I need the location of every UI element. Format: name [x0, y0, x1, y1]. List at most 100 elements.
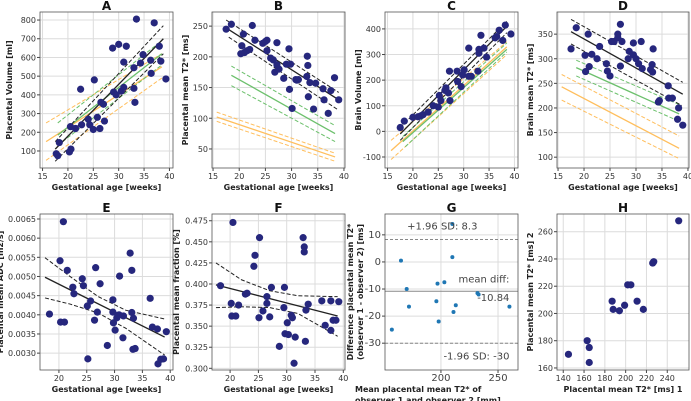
fit-ci-line — [215, 306, 338, 337]
data-point — [60, 318, 69, 326]
y-tick-label: 400 — [21, 91, 36, 100]
data-point — [327, 87, 335, 95]
data-point — [255, 314, 263, 322]
data-point — [288, 314, 296, 322]
data-point — [673, 115, 682, 123]
x-tick-label: 35 — [139, 172, 149, 181]
y-tick-label: 300 — [366, 51, 381, 60]
panel-e: 20 25 30 35 40 0.0030 0.0035 0.0040 0.0045 0.0050… — [0, 201, 175, 394]
data-point — [69, 283, 77, 291]
data-point — [398, 258, 403, 263]
panel-g: 200 250 -30 -20 -10 0 10 +1.96 SD: 8.3 mean diff… — [346, 201, 519, 401]
y-tick-label: 100 — [21, 147, 36, 156]
y-tick-label: -20 — [365, 311, 381, 322]
data-point — [675, 217, 683, 225]
y-tick-label: 700 — [21, 35, 36, 44]
data-point — [302, 306, 310, 314]
panel-title: B — [274, 0, 283, 13]
data-point — [90, 316, 99, 324]
data-point — [78, 275, 86, 283]
y-tick-label: 160 — [538, 364, 553, 373]
data-point — [602, 60, 610, 68]
x-tick-label: 220 — [639, 374, 654, 383]
x-axis-label: Gestational age [weeks] — [224, 385, 334, 394]
fit-line — [570, 31, 684, 95]
fit-ci-line — [399, 32, 508, 141]
data-point — [460, 66, 468, 74]
data-point — [608, 297, 616, 305]
data-point — [435, 281, 440, 286]
y-tick-label: 0.0045 — [8, 292, 36, 301]
data-point — [150, 19, 158, 27]
data-point — [499, 36, 507, 45]
axes-frame — [211, 213, 346, 371]
data-point — [280, 74, 288, 82]
data-point — [87, 297, 95, 305]
y-tick-label: 220 — [538, 282, 553, 291]
x-tick-label: 35 — [137, 374, 147, 383]
orange-reference-ci-line — [216, 120, 336, 162]
data-point — [442, 280, 447, 285]
panel-d: 15 20 25 30 35 40 100 150 200 250 300 350 D Gestation… — [526, 0, 691, 192]
y-tick-label: 100 — [193, 114, 208, 123]
y-tick-label: 200 — [366, 76, 381, 85]
panel-c: 15 20 25 30 35 40 -100 0 100 200 300 400 C Gestationa… — [354, 0, 520, 192]
y-tick-label: 0 — [375, 257, 381, 268]
data-point — [585, 358, 593, 367]
x-tick-label: 40 — [338, 374, 348, 383]
data-point — [285, 45, 293, 53]
data-point — [77, 85, 85, 93]
y-tick-label: 200 — [538, 104, 553, 113]
data-point — [56, 257, 64, 265]
data-point — [251, 36, 259, 44]
x-tick-label: 250 — [488, 373, 507, 384]
data-point — [239, 30, 248, 38]
data-point — [477, 31, 485, 39]
data-point — [139, 51, 147, 59]
y-tick-label: 350 — [538, 30, 553, 39]
data-point — [90, 76, 98, 84]
y-axis-label: (observer 1 - observer 2) [ms] — [356, 224, 365, 360]
data-point — [301, 337, 309, 345]
orange-reference-ci-line — [216, 111, 336, 154]
data-point — [303, 72, 311, 81]
y-tick-label: 800 — [21, 16, 36, 25]
data-point — [616, 62, 625, 70]
y-tick-label: 250 — [193, 22, 208, 31]
data-point — [115, 40, 123, 48]
orange-reference-line — [561, 86, 680, 149]
x-tick-label: 40 — [339, 172, 349, 181]
data-point — [615, 307, 624, 315]
data-point — [136, 59, 145, 67]
data-point — [434, 103, 442, 111]
y-tick-label: 0.475 — [185, 217, 208, 226]
y-tick-label: -30 — [365, 338, 381, 349]
data-point — [146, 294, 154, 302]
data-point — [312, 79, 320, 87]
panel-b: 15 20 25 30 35 40 50 100 150 200 250 B Gestational a… — [181, 0, 349, 192]
data-point — [437, 97, 445, 105]
x-axis-label: observer 1 and observer 2 [mm] — [355, 396, 501, 401]
data-point — [320, 96, 328, 104]
axes-frame — [211, 11, 346, 169]
data-point — [159, 355, 168, 363]
data-point — [120, 58, 128, 66]
data-point — [453, 303, 458, 308]
data-point — [255, 234, 264, 242]
data-point — [638, 64, 646, 73]
data-point — [664, 82, 672, 90]
data-point — [147, 56, 155, 64]
y-tick-label: 150 — [538, 129, 553, 138]
y-tick-label: 0.425 — [185, 259, 208, 268]
x-tick-label: 40 — [165, 374, 175, 383]
data-point — [263, 47, 271, 55]
fit-ci-line — [228, 36, 339, 111]
data-point — [585, 343, 593, 352]
data-point — [103, 341, 111, 350]
x-tick-label: 20 — [54, 374, 64, 383]
data-point — [108, 44, 117, 52]
data-point — [616, 20, 625, 28]
data-point — [263, 293, 271, 301]
data-point — [162, 75, 170, 83]
data-point — [668, 94, 676, 102]
